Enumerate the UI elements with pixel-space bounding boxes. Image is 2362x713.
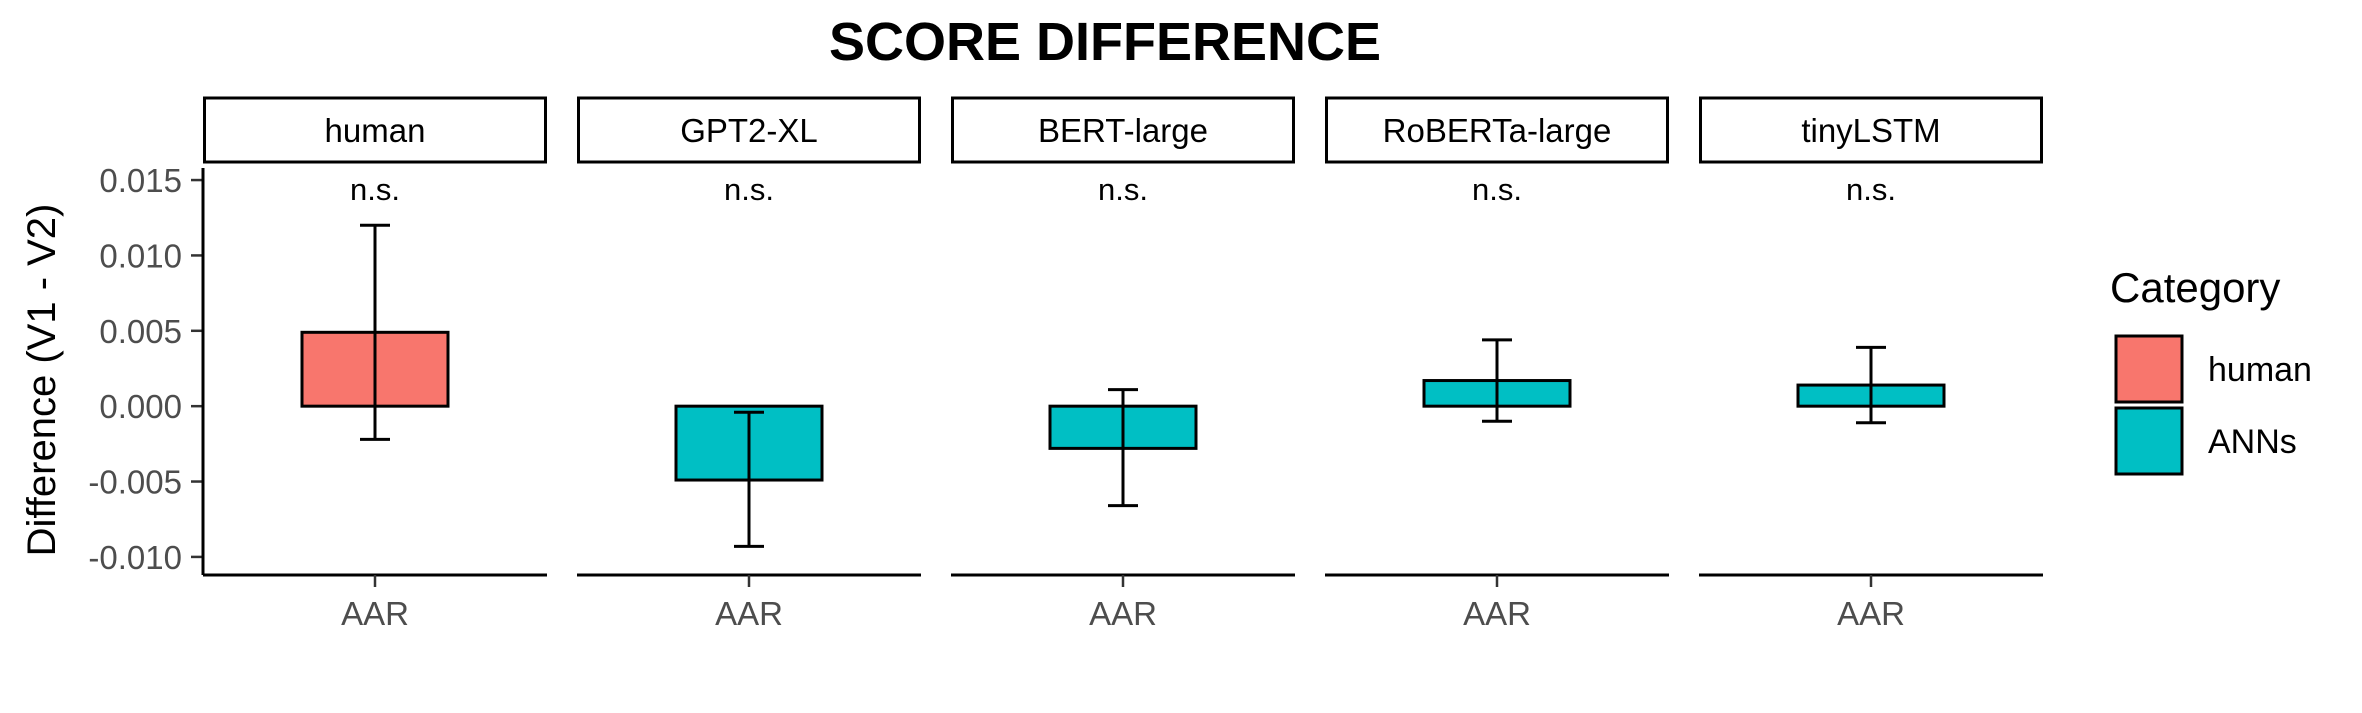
facet-strip-label: tinyLSTM	[1801, 112, 1940, 149]
x-tick-label: AAR	[1089, 595, 1157, 632]
facets: human AAR n.s. GPT2-XL AAR n.s. BERT-large AAR n…	[201, 96, 2043, 632]
legend-item-label: human	[2208, 351, 2312, 389]
facet-panel: GPT2-XL AAR n.s.	[577, 96, 921, 632]
significance-label: n.s.	[1472, 172, 1522, 207]
significance-label: n.s.	[350, 172, 400, 207]
facet-strip-label: BERT-large	[1038, 112, 1208, 149]
x-tick-label: AAR	[1837, 595, 1905, 632]
facet-strip	[1325, 96, 1669, 164]
significance-label: n.s.	[1098, 172, 1148, 207]
y-axis: 0.015 0.010 0.005 0.000 -0.005 -0.010	[88, 162, 203, 576]
facet-panel: RoBERTa-large AAR n.s.	[1325, 96, 1669, 632]
facet-panel: human AAR n.s.	[201, 96, 547, 632]
y-tick-label: -0.005	[88, 464, 182, 501]
facet-strip	[203, 96, 547, 164]
facet-panel: tinyLSTM AAR n.s.	[1699, 96, 2043, 632]
legend-item-label: ANNs	[2208, 423, 2297, 461]
facet-strip	[1699, 96, 2043, 164]
facet-strip-label: RoBERTa-large	[1383, 112, 1612, 149]
facet-strip	[951, 96, 1295, 164]
y-tick-label: 0.000	[99, 388, 182, 425]
y-tick-label: 0.015	[99, 162, 182, 199]
y-tick-label: 0.010	[99, 237, 182, 274]
legend-key	[2114, 406, 2184, 476]
facet-panel: BERT-large AAR n.s.	[951, 96, 1295, 632]
y-axis-label: Difference (V1 - V2)	[20, 204, 64, 557]
facet-strip	[577, 96, 921, 164]
significance-label: n.s.	[1846, 172, 1896, 207]
facet-strip-label: GPT2-XL	[680, 112, 818, 149]
x-tick-label: AAR	[715, 595, 783, 632]
legend: Category human ANNs	[2110, 264, 2312, 476]
y-tick-label: 0.005	[99, 313, 182, 350]
x-tick-label: AAR	[1463, 595, 1531, 632]
legend-title: Category	[2110, 264, 2280, 311]
significance-label: n.s.	[724, 172, 774, 207]
y-tick-label: -0.010	[88, 539, 182, 576]
legend-key	[2114, 334, 2184, 404]
x-tick-label: AAR	[341, 595, 409, 632]
chart-title: SCORE DIFFERENCE	[829, 12, 1381, 72]
facet-strip-label: human	[325, 112, 426, 149]
